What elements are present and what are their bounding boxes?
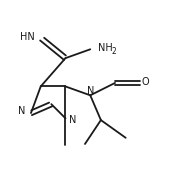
Text: HN: HN [20, 32, 35, 42]
Text: N: N [87, 86, 95, 96]
Text: N: N [69, 115, 77, 125]
Text: NH: NH [98, 42, 113, 53]
Text: O: O [141, 77, 149, 87]
Text: 2: 2 [111, 47, 116, 56]
Text: N: N [18, 106, 26, 116]
